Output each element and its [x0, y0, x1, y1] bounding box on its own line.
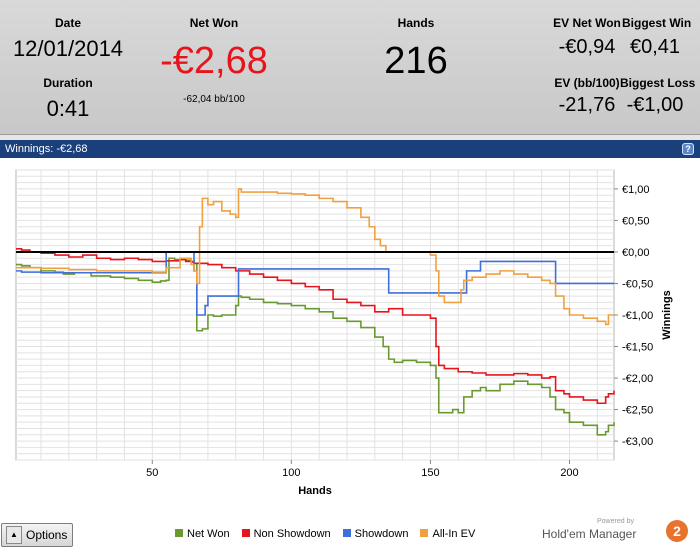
legend-item: Net Won: [175, 528, 230, 540]
ev-bb100-label: EV (bb/100): [554, 76, 620, 90]
biggest-loss-label: Biggest Loss: [620, 76, 696, 90]
net-won-bb100: -62,04 bb/100: [183, 94, 245, 105]
winnings-titlebar: Winnings: -€2,68 ?: [0, 140, 700, 158]
date-value: 12/01/2014: [12, 36, 124, 61]
y-tick-label: -€1,50: [622, 342, 653, 354]
legend-item: Non Showdown: [241, 528, 331, 540]
biggest-win-label: Biggest Win: [622, 16, 692, 30]
series-line-non-showdown: [16, 248, 615, 405]
legend-swatch: [342, 529, 351, 537]
duration-value: 0:41: [46, 96, 90, 121]
options-label: Options: [26, 528, 68, 542]
y-tick-label: €0,50: [622, 215, 650, 227]
y-tick-label: -€2,50: [622, 405, 653, 417]
legend-swatch: [420, 529, 429, 537]
legend-label: All-In EV: [432, 528, 476, 540]
help-icon[interactable]: ?: [682, 143, 694, 155]
net-won-value: -€2,68: [160, 40, 268, 82]
ev-net-won-value: -€0,94: [558, 36, 616, 58]
winnings-title: Winnings: -€2,68: [5, 143, 88, 155]
brand-logo: Powered by Hold'em Manager 2: [542, 518, 688, 548]
y-tick-label: €1,00: [622, 184, 650, 196]
stats-panel: Date 12/01/2014 Duration 0:41 Net Won -€…: [0, 0, 700, 135]
x-tick-label: 50: [146, 467, 158, 479]
y-tick-label: -€3,00: [622, 436, 653, 448]
brand-name: Hold'em Manager: [542, 527, 637, 541]
duration-label: Duration: [43, 76, 93, 90]
hands-label: Hands: [397, 16, 435, 30]
legend-item: All-In EV: [420, 528, 475, 540]
powered-by-text: Powered by: [597, 518, 634, 525]
y-tick-label: -€1,00: [622, 310, 653, 322]
hands-value: 216: [384, 40, 448, 82]
legend-item: Showdown: [342, 528, 409, 540]
legend-swatch: [175, 529, 183, 537]
legend-label: Non Showdown: [253, 528, 331, 540]
brand-badge-icon: 2: [666, 520, 688, 542]
x-tick-label: 150: [421, 467, 439, 479]
y-tick-label: -€2,00: [622, 373, 653, 385]
date-label: Date: [54, 16, 81, 30]
series-line-all-in-ev: [16, 188, 614, 326]
x-tick-label: 100: [282, 467, 300, 479]
net-won-label: Net Won: [189, 16, 239, 30]
y-tick-label: -€0,50: [622, 278, 653, 290]
options-button[interactable]: ▲ Options: [1, 523, 73, 547]
y-axis-label: Winnings: [661, 290, 673, 339]
triangle-up-icon: ▲: [6, 526, 22, 544]
biggest-loss-value: -€1,00: [626, 94, 684, 116]
series-line-net-won: [16, 257, 615, 436]
legend-label: Net Won: [187, 528, 230, 540]
legend-label: Showdown: [354, 528, 409, 540]
x-tick-label: 200: [560, 467, 578, 479]
x-axis-label: Hands: [298, 485, 332, 497]
legend-swatch: [241, 529, 250, 537]
biggest-win-value: €0,41: [629, 36, 681, 58]
chart-legend: Net Won Non Showdown Showdown All-In EV: [175, 528, 487, 540]
ev-net-won-label: EV Net Won: [553, 16, 621, 30]
y-tick-label: €0,00: [622, 247, 650, 259]
ev-bb100-value: -21,76: [558, 94, 616, 116]
chart-area: €1,00 €0,50 €0,00 -€0,50 -€1,00 -€1,50 -€2,00 -…: [0, 158, 700, 552]
winnings-chart: €1,00 €0,50 €0,00 -€0,50 -€1,00 -€1,50 -€2,00 -…: [15, 169, 673, 497]
